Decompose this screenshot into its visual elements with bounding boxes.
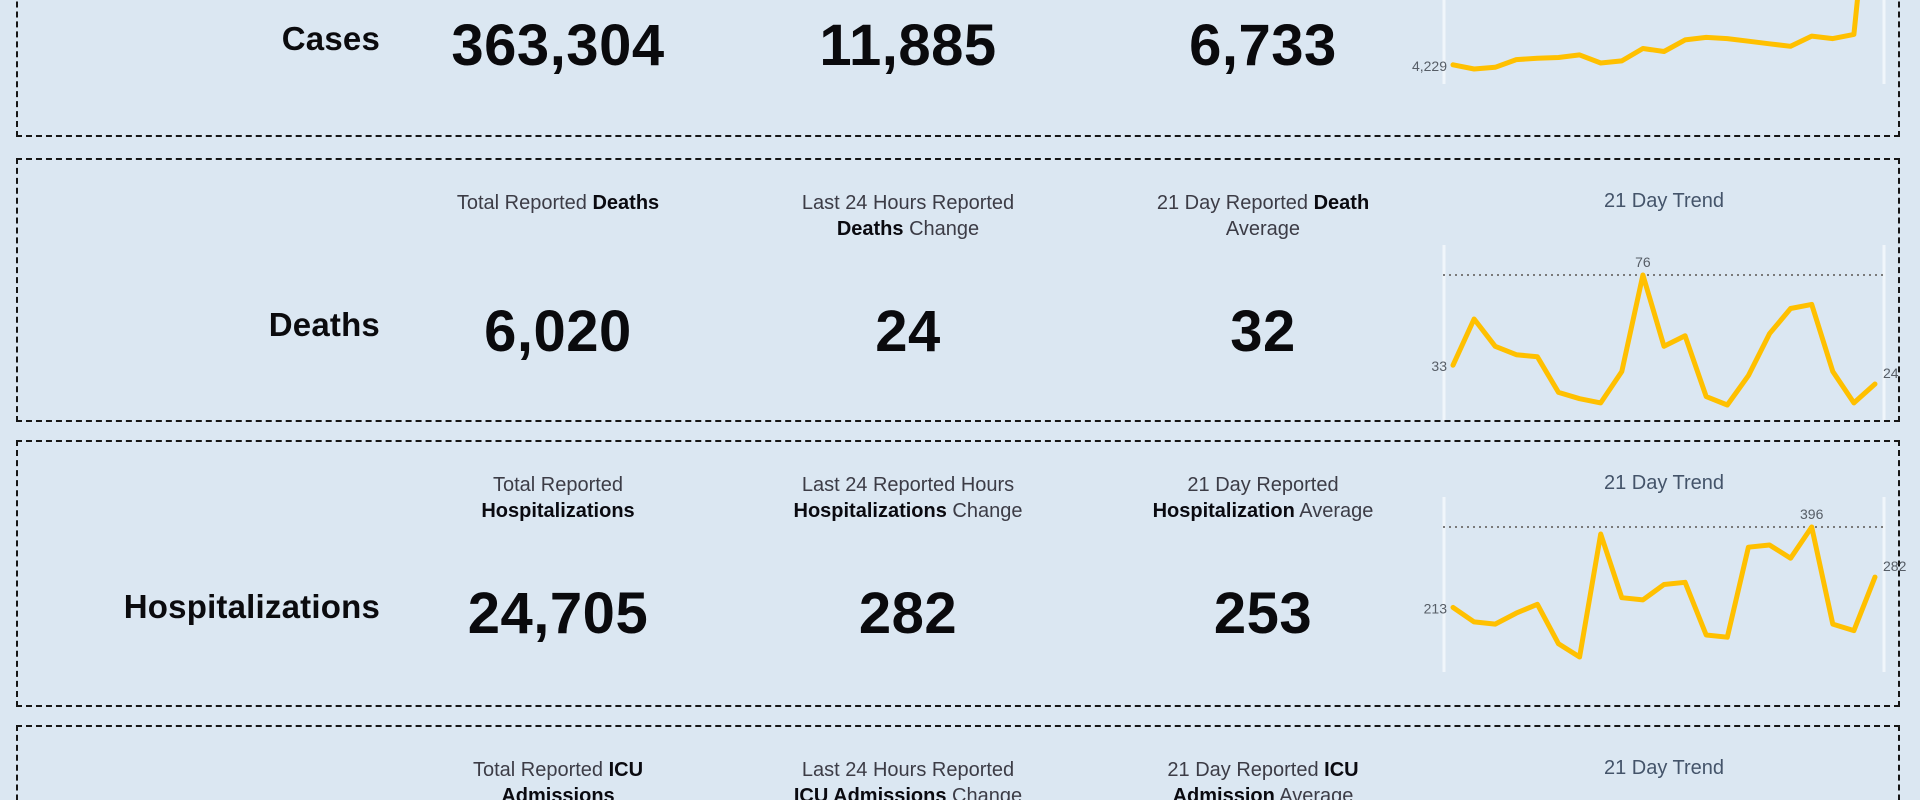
row-label-cases: Cases [281,20,380,57]
cases-change-value: 11,885 [819,13,997,78]
hospitalizations-trend-sparkline: 213 396 282 [1424,497,1907,672]
cases-average-value: 6,733 [1189,13,1337,78]
deaths-change-header: Last 24 Hours Reported Deaths Change [801,192,1015,240]
hospitalizations-panel: Hospitalizations Total Reported Hospital… [16,440,1907,707]
deaths-average-value: 32 [1230,299,1296,364]
hospitalizations-average-value: 253 [1213,581,1313,646]
deaths-total-header: Total Reported Deaths [456,192,660,214]
deaths-total-value: 6,020 [484,299,632,364]
deaths-change-value: 24 [875,299,941,364]
hospitalizations-average-header: 21 Day Reported Hospitalization Average [1152,474,1374,522]
row-label-hospitalizations: Hospitalizations [123,588,380,625]
hospitalizations-change-value: 282 [858,581,958,646]
hospitalizations-trend-header: 21 Day Trend [1603,472,1725,494]
svg-text:33: 33 [1431,358,1447,374]
deaths-average-header: 21 Day Reported Death Average [1156,192,1370,240]
cases-panel: Cases 363,304 11,885 6,733 4,229 [16,0,1900,137]
cases-total-value: 363,304 [451,13,665,78]
icu-trend-header: 21 Day Trend [1603,757,1725,779]
icu-change-header: Last 24 Hours Reported ICU Admissions Ch… [793,759,1023,800]
hospitalizations-total-value: 24,705 [467,581,649,646]
svg-text:76: 76 [1635,254,1651,270]
deaths-trend-sparkline: 33 76 24 [1431,245,1899,420]
hospitalizations-total-header: Total Reported Hospitalizations [481,474,635,522]
svg-text:396: 396 [1800,506,1824,522]
deaths-panel: Deaths Total Reported Deaths Last 24 Hou… [16,158,1900,422]
svg-text:213: 213 [1424,600,1448,616]
svg-text:24: 24 [1883,365,1899,381]
svg-text:282: 282 [1883,558,1907,574]
icu-admissions-panel: Total Reported ICU Admissions Last 24 Ho… [16,725,1900,800]
deaths-trend-header: 21 Day Trend [1603,190,1725,212]
cases-trend-sparkline: 4,229 [1412,0,1886,84]
svg-text:4,229: 4,229 [1412,58,1447,74]
row-label-deaths: Deaths [268,306,380,343]
icu-total-header: Total Reported ICU Admissions [472,759,644,800]
icu-average-header: 21 Day Reported ICU Admission Average [1167,759,1359,800]
hospitalizations-change-header: Last 24 Reported Hours Hospitalizations … [793,474,1023,522]
